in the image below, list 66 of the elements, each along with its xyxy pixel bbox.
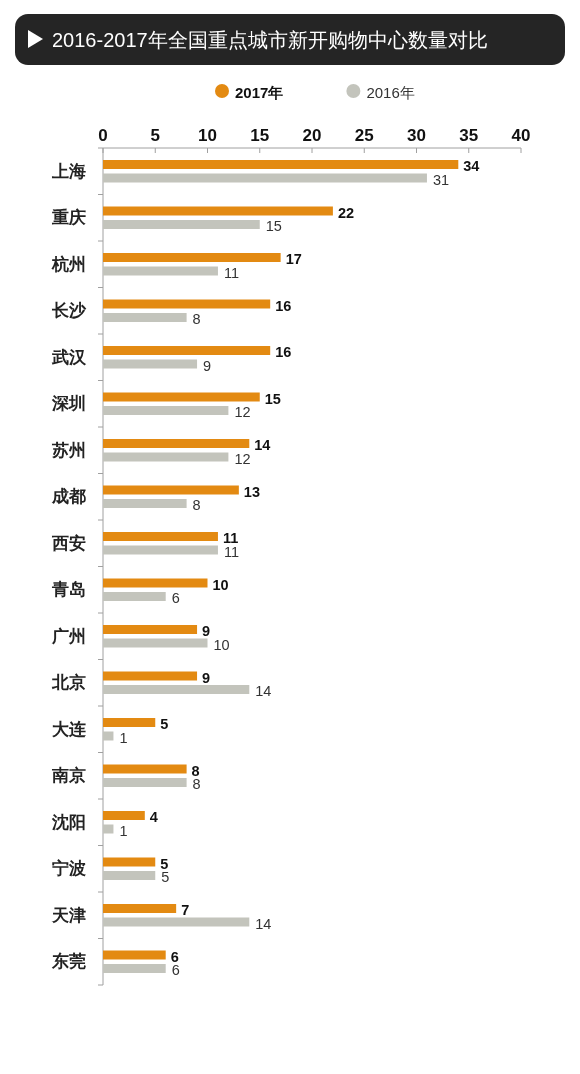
data-label: 10 <box>213 636 230 653</box>
category-label: 西安 <box>52 533 86 553</box>
data-label: 16 <box>275 297 292 314</box>
x-tick-label: 35 <box>459 126 479 145</box>
category-label: 南京 <box>52 766 86 786</box>
category-label: 武汉 <box>52 347 86 367</box>
data-label: 22 <box>337 204 355 221</box>
data-label: 1 <box>119 729 128 746</box>
category-label: 成都 <box>52 487 86 507</box>
data-label: 11 <box>223 543 239 560</box>
data-label: 7 <box>181 902 190 918</box>
data-label: 12 <box>234 404 251 420</box>
data-label: 8 <box>192 497 201 513</box>
category-label: 天津 <box>52 905 86 925</box>
x-tick-label: 30 <box>407 126 426 145</box>
data-label: 8 <box>192 776 201 792</box>
data-label: 1 <box>119 822 128 839</box>
category-label: 上海 <box>52 161 86 181</box>
legend-label: 2017年 <box>235 83 284 101</box>
data-label: 8 <box>191 762 200 779</box>
x-tick-label: 20 <box>302 126 322 145</box>
data-label: 5 <box>161 869 170 885</box>
data-label: 11 <box>223 264 239 281</box>
data-label: 14 <box>254 437 271 453</box>
category-label: 重庆 <box>52 208 86 228</box>
category-label: 苏州 <box>52 440 86 460</box>
category-label: 长沙 <box>52 301 86 321</box>
data-label: 34 <box>463 158 480 174</box>
data-label: 31 <box>432 171 450 188</box>
data-label: 12 <box>234 450 251 467</box>
data-label: 5 <box>160 716 169 732</box>
category-label: 深圳 <box>52 394 86 414</box>
category-label: 青岛 <box>52 580 86 600</box>
x-tick-label: 25 <box>354 126 374 145</box>
title: 2016-2017年全国重点城市新开购物中心数量对比 <box>52 29 488 51</box>
category-label: 大连 <box>52 719 86 739</box>
category-label: 宁波 <box>52 859 86 879</box>
data-label: 16 <box>275 344 292 360</box>
data-label: 8 <box>192 311 201 327</box>
data-label: 13 <box>243 483 260 500</box>
category-label: 广州 <box>52 626 86 646</box>
data-label: 6 <box>171 962 180 978</box>
data-label: 14 <box>255 915 272 932</box>
x-tick-label: 10 <box>198 126 217 145</box>
data-label: 10 <box>212 576 229 593</box>
data-label: 14 <box>255 683 272 699</box>
x-tick-label: 40 <box>511 126 531 145</box>
data-label: 15 <box>264 390 281 407</box>
data-label: 6 <box>170 948 179 965</box>
data-label: 11 <box>222 530 239 546</box>
category-label: 北京 <box>52 673 86 693</box>
category-label: 沈阳 <box>52 812 86 832</box>
data-label: 17 <box>285 251 302 267</box>
category-label: 杭州 <box>52 254 86 274</box>
legend-label: 2016年 <box>366 83 415 101</box>
data-label: 9 <box>202 669 211 686</box>
data-label: 6 <box>171 590 180 606</box>
x-tick-label: 15 <box>250 126 270 145</box>
x-tick-label: 0 <box>98 126 108 145</box>
data-label: 5 <box>160 855 169 872</box>
data-label: 9 <box>203 357 212 374</box>
data-label: 15 <box>265 218 282 234</box>
x-tick-label: 5 <box>150 126 160 145</box>
category-label: 东莞 <box>52 952 86 972</box>
data-label: 4 <box>149 809 158 825</box>
data-label: 9 <box>202 623 211 639</box>
